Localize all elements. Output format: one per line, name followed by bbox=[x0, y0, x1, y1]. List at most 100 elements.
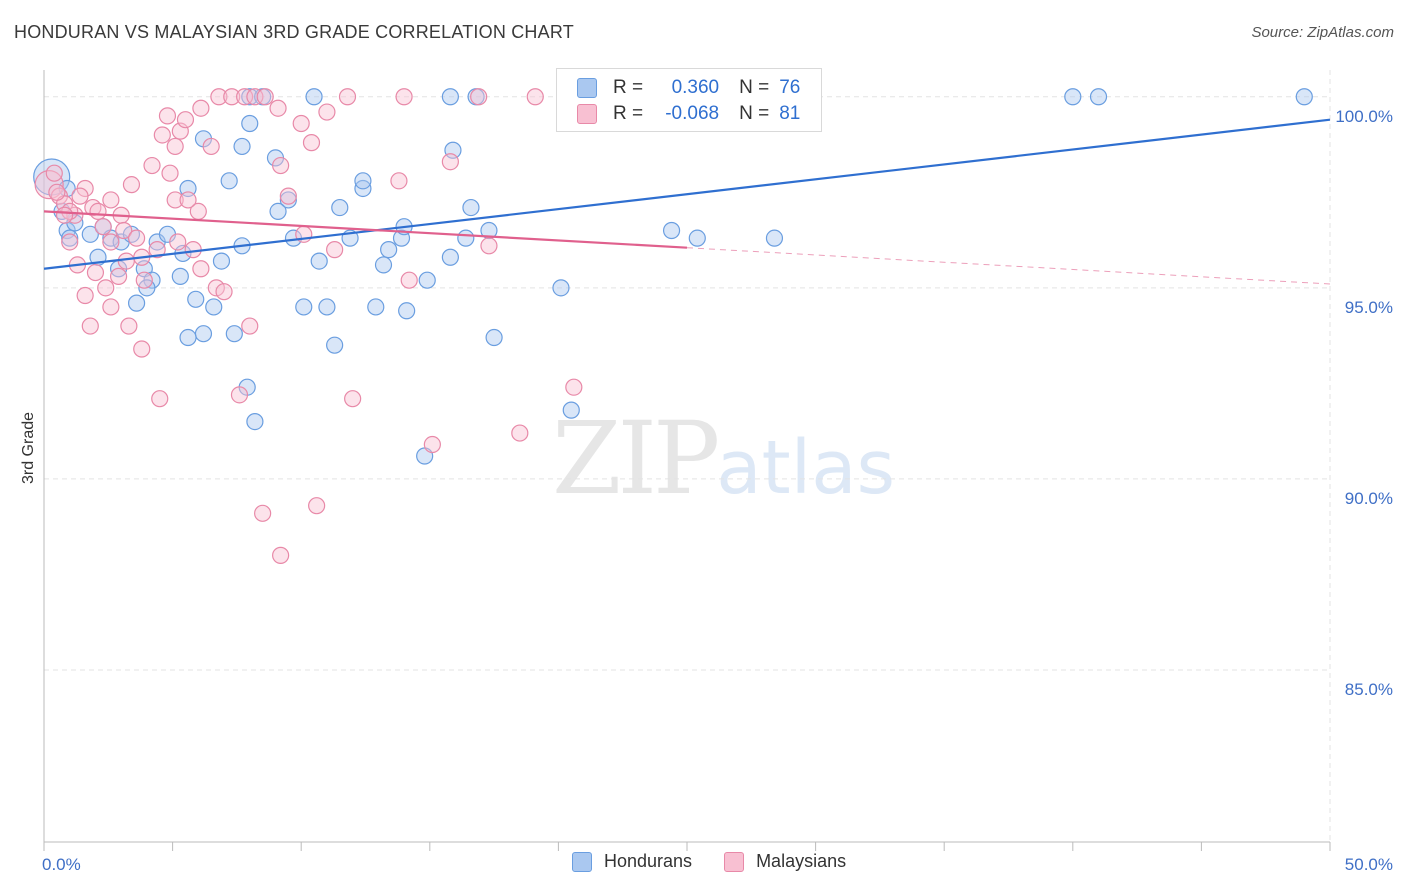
malaysians-point bbox=[256, 88, 274, 106]
malaysians-point bbox=[122, 176, 141, 194]
series-swatch-hondurans bbox=[572, 851, 592, 872]
malaysians-point bbox=[395, 88, 413, 106]
malaysians-point bbox=[153, 126, 171, 144]
source-label: Source: ZipAtlas.com bbox=[1251, 24, 1394, 41]
series-label-hondurans: Hondurans bbox=[604, 851, 693, 871]
malaysians-point bbox=[390, 172, 408, 190]
hondurans-point bbox=[241, 114, 259, 133]
malaysians-point bbox=[308, 497, 326, 515]
malaysians-point bbox=[176, 111, 195, 129]
tick-labels: 100.0% 95.0% 90.0% 85.0% 0.0% 50.0% bbox=[42, 107, 1393, 874]
malaysians-point bbox=[210, 88, 228, 106]
hondurans-point bbox=[662, 221, 681, 240]
malaysians-point bbox=[161, 164, 179, 182]
malaysians-point bbox=[169, 233, 187, 251]
hondurans-point bbox=[233, 137, 251, 156]
hondurans-trend-line bbox=[43, 118, 1331, 270]
malaysians-point bbox=[480, 237, 498, 255]
hondurans-point bbox=[1295, 88, 1313, 106]
legend-n-label: N = bbox=[739, 103, 770, 124]
malaysians-point bbox=[230, 386, 249, 404]
hondurans-point bbox=[246, 413, 264, 431]
legend-r-label: R = bbox=[613, 103, 644, 124]
series-malaysians bbox=[34, 88, 583, 564]
y-tick-label: 95.0% bbox=[1345, 298, 1393, 317]
malaysians-point bbox=[441, 153, 459, 171]
malaysians-point bbox=[120, 317, 138, 335]
hondurans-point bbox=[457, 229, 475, 247]
watermark-atlas: atlas bbox=[716, 425, 896, 511]
hondurans-point bbox=[441, 248, 459, 266]
malaysians-point bbox=[279, 187, 297, 205]
series-hondurans bbox=[33, 88, 1313, 465]
malaysians-point bbox=[148, 241, 166, 259]
hondurans-point bbox=[179, 328, 197, 347]
malaysians-point bbox=[292, 114, 310, 133]
malaysians-point bbox=[344, 390, 362, 408]
malaysians-point bbox=[338, 88, 357, 106]
malaysians-point bbox=[94, 218, 112, 236]
hondurans-point bbox=[418, 271, 436, 289]
malaysians-point bbox=[127, 229, 146, 247]
malaysians-point bbox=[158, 107, 177, 125]
malaysians-point bbox=[192, 99, 210, 117]
hondurans-point bbox=[318, 298, 336, 316]
watermark-zip: ZIP bbox=[552, 400, 720, 517]
chart-title: HONDURAN VS MALAYSIAN 3RD GRADE CORRELAT… bbox=[14, 22, 574, 42]
malaysians-point bbox=[207, 279, 225, 297]
hondurans-point bbox=[187, 290, 205, 308]
hondurans-point bbox=[1089, 88, 1108, 106]
hondurans-point bbox=[205, 298, 223, 316]
malaysians-point bbox=[117, 252, 135, 270]
hondurans-point bbox=[326, 336, 344, 354]
y-axis-title: 3rd Grade bbox=[20, 412, 37, 484]
hondurans-point bbox=[1064, 88, 1082, 106]
malaysians-point bbox=[76, 286, 94, 305]
y-tick-label: 100.0% bbox=[1335, 107, 1393, 126]
hondurans-point bbox=[61, 229, 79, 247]
malaysians-point bbox=[202, 137, 220, 156]
malaysians-point bbox=[97, 279, 115, 297]
malaysians-point bbox=[400, 271, 418, 289]
legend-swatch-hondurans bbox=[577, 78, 597, 98]
hondurans-point bbox=[354, 172, 372, 190]
legend-row-malaysians: R = -0.068 N = 81 bbox=[577, 101, 800, 127]
malaysians-point bbox=[184, 241, 202, 259]
legend-n-label: N = bbox=[739, 77, 770, 98]
malaysians-point bbox=[192, 260, 210, 278]
watermark: ZIPatlas bbox=[552, 400, 895, 517]
malaysians-point bbox=[241, 317, 259, 335]
malaysians-point bbox=[55, 206, 74, 224]
malaysians-point bbox=[89, 202, 107, 221]
malaysians-point bbox=[133, 340, 151, 358]
malaysians-point bbox=[272, 156, 290, 175]
malaysians-point bbox=[526, 88, 544, 106]
y-tick-label: 85.0% bbox=[1345, 680, 1393, 699]
hondurans-point bbox=[562, 401, 580, 419]
hondurans-point bbox=[367, 298, 385, 316]
series-legend: Hondurans Malaysians bbox=[572, 851, 878, 872]
malaysians-point bbox=[109, 267, 128, 285]
series-legend-hondurans: Hondurans bbox=[572, 851, 692, 872]
malaysians-point bbox=[223, 88, 241, 106]
malaysians-point bbox=[143, 156, 161, 175]
data-points bbox=[33, 88, 1313, 564]
hondurans-point bbox=[212, 252, 231, 270]
hondurans-point bbox=[552, 279, 570, 297]
malaysians-point bbox=[102, 233, 120, 251]
legend-r-value-malaysians: -0.068 bbox=[665, 103, 720, 124]
malaysians-point bbox=[269, 99, 287, 117]
malaysians-point bbox=[115, 221, 133, 240]
series-legend-malaysians: Malaysians bbox=[724, 851, 846, 872]
hondurans-point bbox=[398, 302, 416, 320]
hondurans-point bbox=[688, 229, 706, 247]
axes bbox=[43, 70, 1331, 851]
malaysians-point bbox=[215, 283, 233, 301]
correlation-legend: R = 0.360 N = 76 R = -0.068 N = 81 bbox=[556, 68, 822, 132]
malaysians-point bbox=[254, 504, 272, 522]
hondurans-point bbox=[171, 267, 189, 285]
malaysians-point bbox=[45, 164, 63, 182]
malaysians-point bbox=[423, 435, 441, 454]
malaysians-point bbox=[135, 271, 153, 289]
